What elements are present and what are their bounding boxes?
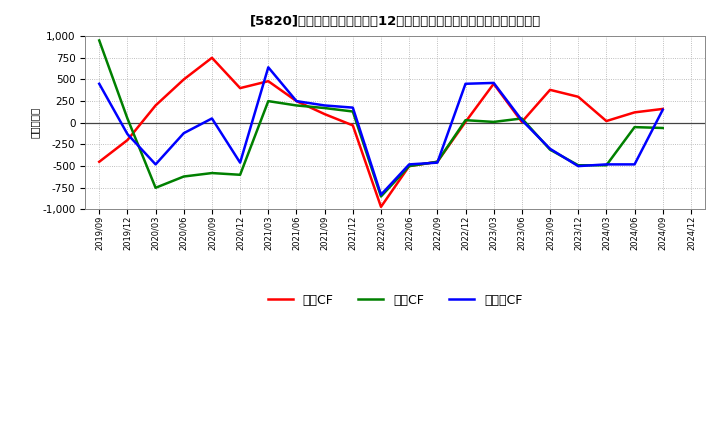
フリーCF (658, 107, 667, 113)
フリーCF (546, 146, 554, 151)
営業CF (95, 159, 104, 165)
フリーCF (235, 160, 244, 165)
投資CF (320, 106, 329, 111)
営業CF (546, 87, 554, 92)
フリーCF (490, 80, 498, 85)
営業CF (433, 159, 441, 165)
投資CF (235, 172, 244, 177)
営業CF (207, 55, 216, 60)
フリーCF (630, 162, 639, 167)
営業CF (658, 106, 667, 112)
投資CF (433, 159, 441, 165)
投資CF (377, 194, 385, 199)
投資CF (518, 116, 526, 121)
フリーCF (151, 162, 160, 167)
営業CF (602, 118, 611, 124)
フリーCF (518, 117, 526, 123)
フリーCF (348, 105, 357, 110)
フリーCF (433, 160, 441, 165)
投資CF (490, 119, 498, 125)
投資CF (123, 116, 132, 121)
投資CF (95, 38, 104, 43)
営業CF (630, 110, 639, 115)
Y-axis label: （百万円）: （百万円） (30, 107, 40, 139)
フリーCF (264, 65, 273, 70)
Legend: 営業CF, 投資CF, フリーCF: 営業CF, 投資CF, フリーCF (263, 289, 528, 312)
投資CF (462, 117, 470, 123)
投資CF (658, 125, 667, 131)
投資CF (574, 163, 582, 168)
営業CF (292, 99, 301, 104)
フリーCF (292, 99, 301, 104)
営業CF (264, 79, 273, 84)
投資CF (405, 164, 413, 169)
フリーCF (574, 164, 582, 169)
投資CF (348, 109, 357, 114)
投資CF (264, 99, 273, 104)
営業CF (574, 94, 582, 99)
フリーCF (207, 116, 216, 121)
Line: フリーCF: フリーCF (99, 67, 662, 195)
営業CF (518, 119, 526, 125)
営業CF (151, 103, 160, 108)
営業CF (235, 85, 244, 91)
投資CF (151, 185, 160, 191)
営業CF (490, 81, 498, 86)
投資CF (630, 125, 639, 130)
投資CF (207, 170, 216, 176)
Title: [5820]　キャッシュフローの12か月移動合計の対前年同期増減額の推移: [5820] キャッシュフローの12か月移動合計の対前年同期増減額の推移 (249, 15, 541, 28)
営業CF (179, 77, 188, 82)
フリーCF (95, 81, 104, 86)
Line: 営業CF: 営業CF (99, 58, 662, 207)
Line: 投資CF: 投資CF (99, 40, 662, 196)
フリーCF (405, 162, 413, 167)
フリーCF (123, 132, 132, 137)
営業CF (462, 119, 470, 125)
営業CF (377, 204, 385, 209)
投資CF (546, 147, 554, 152)
フリーCF (602, 162, 611, 167)
営業CF (405, 164, 413, 169)
投資CF (602, 163, 611, 168)
フリーCF (462, 81, 470, 86)
フリーCF (179, 131, 188, 136)
営業CF (123, 137, 132, 143)
投資CF (179, 174, 188, 179)
投資CF (292, 103, 301, 108)
営業CF (320, 111, 329, 117)
フリーCF (320, 103, 329, 108)
フリーCF (377, 192, 385, 198)
営業CF (348, 123, 357, 128)
